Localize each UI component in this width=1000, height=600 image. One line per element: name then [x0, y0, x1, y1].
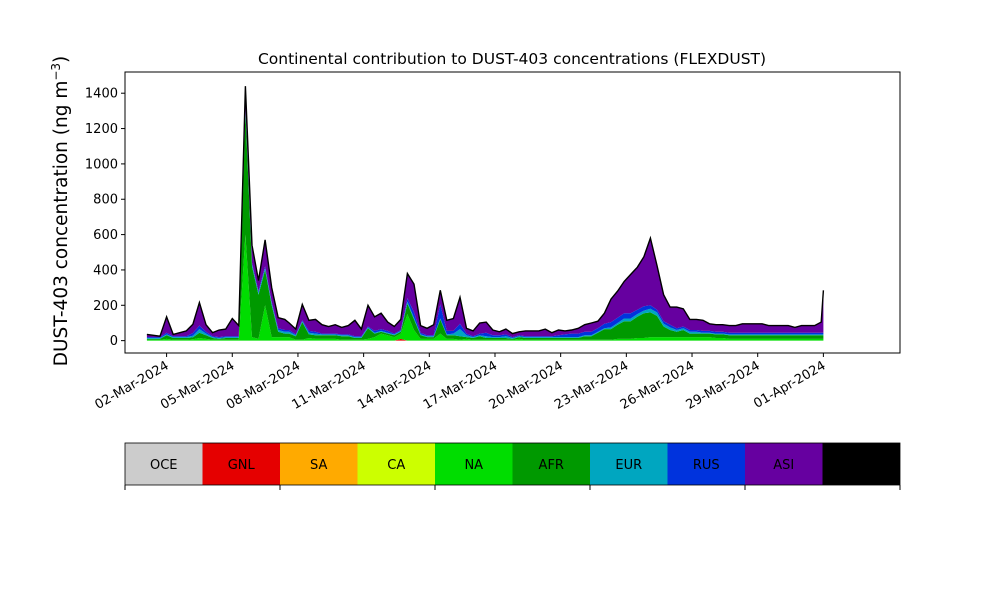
x-tick-label: 14-Mar-2024: [355, 358, 434, 412]
area-asi: [146, 86, 824, 338]
legend-label-ca: CA: [387, 458, 405, 473]
x-tick-label: 11-Mar-2024: [289, 358, 368, 412]
legend-label-aus: AUS: [848, 458, 875, 473]
legend-label-eur: EUR: [615, 458, 642, 473]
legend-label-afr: AFR: [539, 458, 564, 473]
x-tick-label: 17-Mar-2024: [421, 358, 500, 412]
y-axis-label-main: DUST-403 concentration (ng m: [51, 81, 72, 367]
area-series-group: [146, 86, 824, 341]
y-axis-label-sup: −3: [49, 63, 63, 81]
legend-swatch-ca: [357, 443, 435, 485]
y-tick-label: 1400: [85, 87, 118, 102]
legend-label-oce: OCE: [150, 458, 178, 473]
x-tick-label: 02-Mar-2024: [92, 358, 171, 412]
legend-label-sa: SA: [310, 458, 327, 473]
y-tick-label: 800: [93, 193, 118, 208]
legend-swatch-asi: [745, 443, 823, 485]
color-legend-bar: OCE GNL SA CA NA AFR EUR RUS ASI AUS: [124, 442, 901, 490]
legend-swatch-gnl: [202, 443, 280, 485]
y-tick-label: 400: [93, 263, 118, 278]
x-tick-label: 26-Mar-2024: [618, 358, 697, 412]
y-tick-label: 0: [110, 334, 118, 349]
legend-frame: [124, 442, 901, 486]
total-line: [146, 86, 825, 337]
legend-label-asi: ASI: [773, 458, 794, 473]
legend-swatch-rus: [667, 443, 745, 485]
y-tick-label: 1200: [85, 122, 118, 137]
total-line-group: [146, 86, 825, 337]
y-axis-label-close: ): [51, 56, 72, 63]
y-axis: 0 200 400 600 800 1000 1200 1400: [85, 87, 125, 349]
x-tick-label: 23-Mar-2024: [552, 358, 631, 412]
plot-frame: [124, 71, 901, 354]
y-axis-label: DUST-403 concentration (ng m−3): [49, 56, 72, 367]
legend-label-na: NA: [464, 458, 483, 473]
x-tick-label: 01-Apr-2024: [751, 358, 828, 411]
x-tick-label: 29-Mar-2024: [684, 358, 763, 412]
legend-swatch-aus: [822, 443, 900, 485]
x-axis: 02-Mar-202405-Mar-202408-Mar-202411-Mar-…: [92, 353, 828, 413]
legend-label-gnl: GNL: [228, 458, 256, 473]
chart-title: Continental contribution to DUST-403 con…: [258, 50, 766, 68]
y-tick-label: 200: [93, 299, 118, 314]
legend-swatch-afr: [512, 443, 590, 485]
legend-swatch-oce: [125, 443, 203, 485]
legend-swatch-na: [435, 443, 513, 485]
legend-label-rus: RUS: [693, 458, 720, 473]
legend-swatch-eur: [590, 443, 668, 485]
y-tick-label: 600: [93, 228, 118, 243]
legend-swatch-sa: [280, 443, 358, 485]
x-tick-label: 05-Mar-2024: [158, 358, 237, 412]
y-tick-label: 1000: [85, 157, 118, 172]
